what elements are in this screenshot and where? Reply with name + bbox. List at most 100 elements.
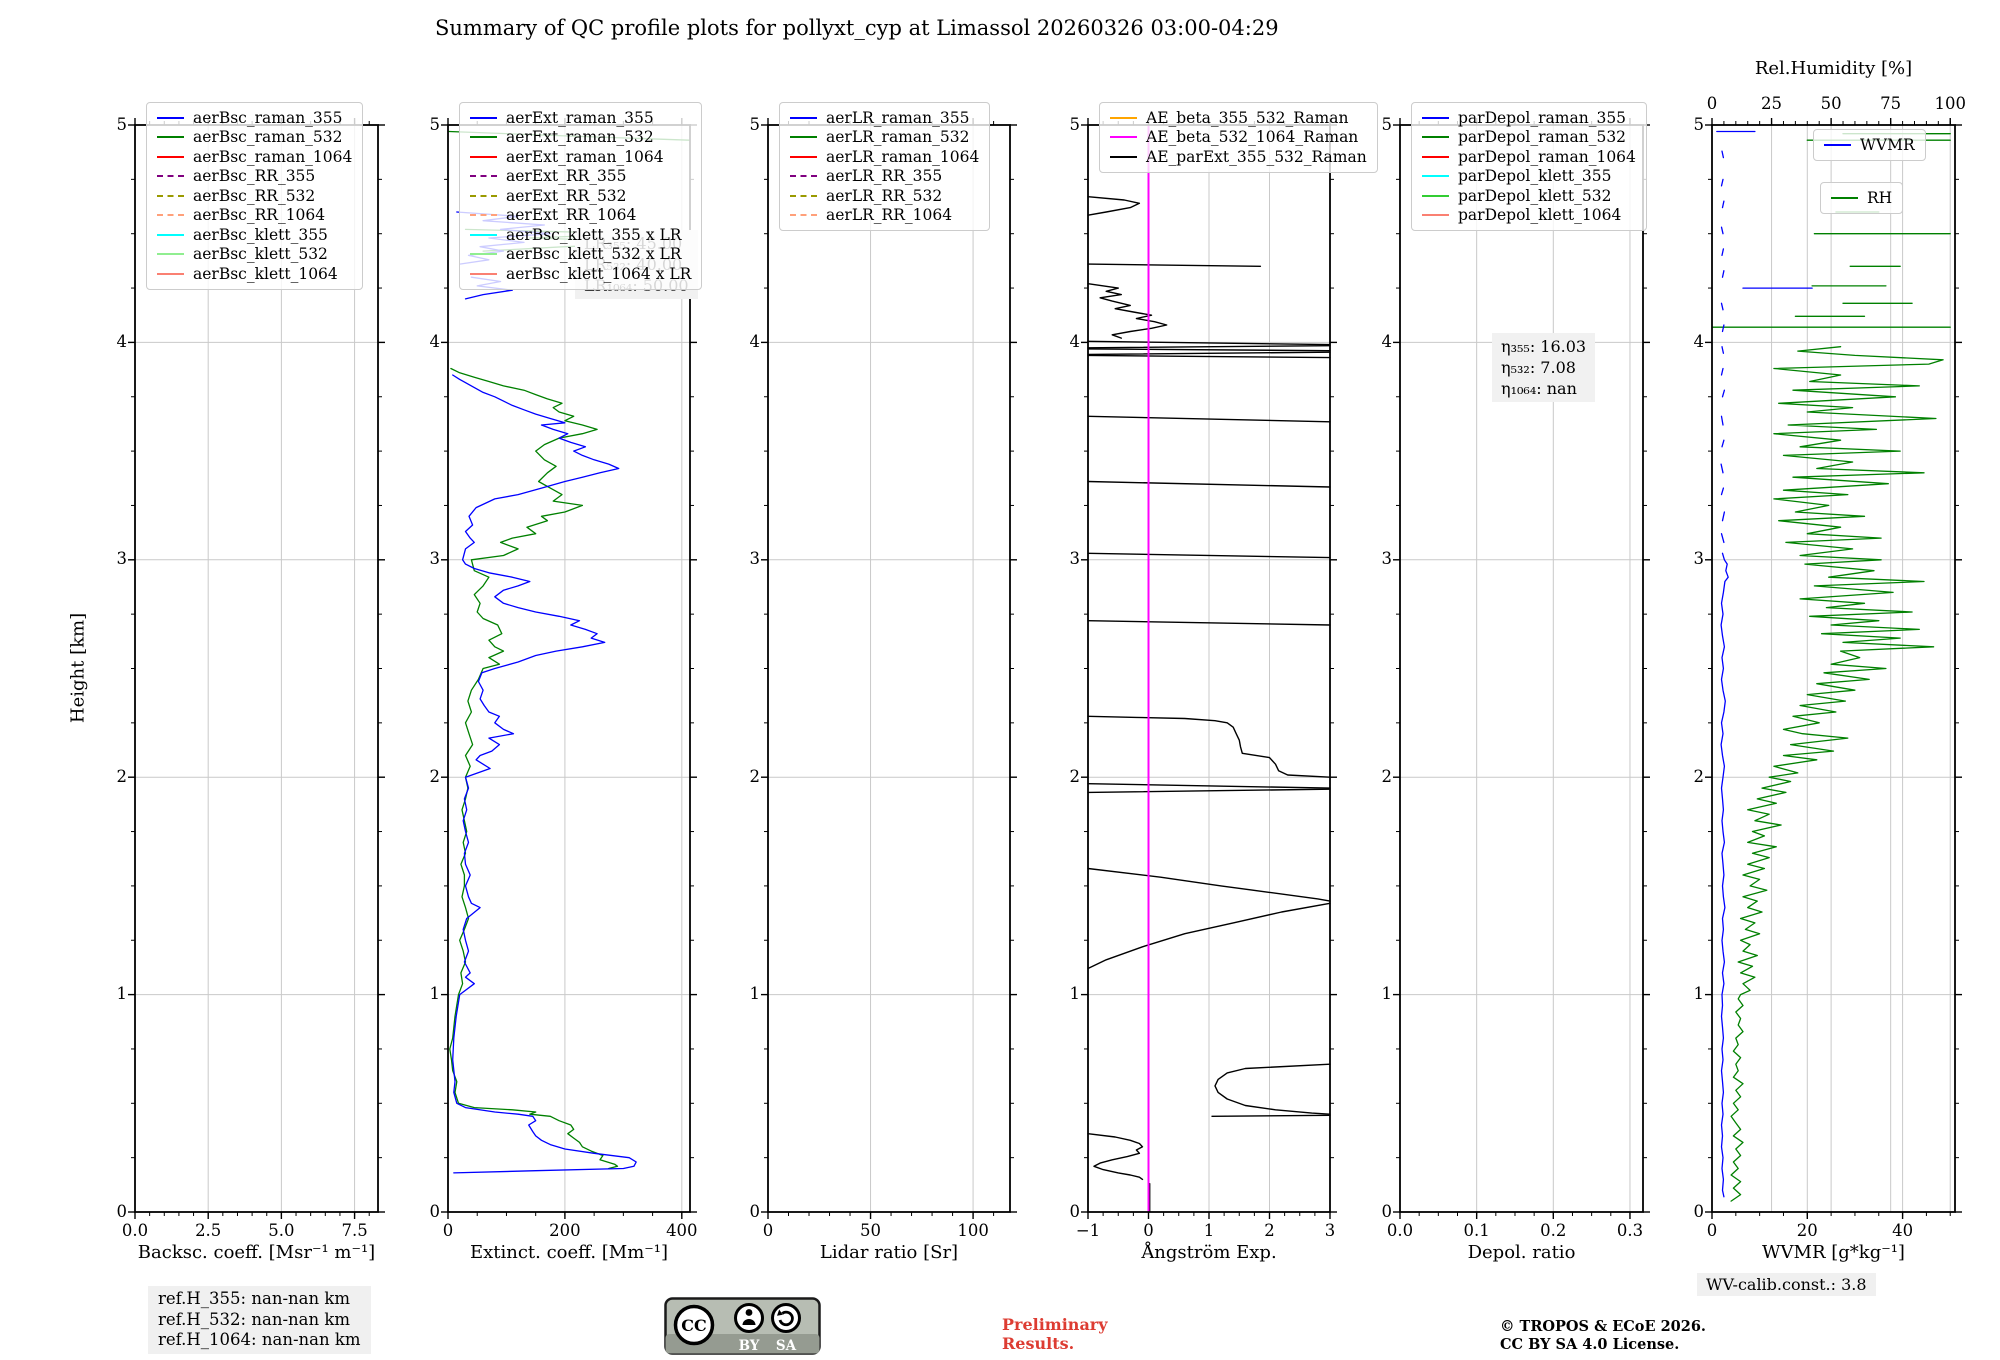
lidar_ratio-xtick-0: 0	[762, 1221, 774, 1240]
y-axis-title: Height [km]	[67, 612, 89, 724]
wvmr_rh-rhtick-0: 0	[1706, 94, 1718, 113]
angstrom-ytick-1: 1	[1069, 984, 1081, 1004]
legend-line-sample	[1110, 116, 1137, 119]
legend-line-sample	[157, 233, 184, 236]
legend-label: aerBsc_raman_355	[193, 108, 343, 127]
wvmr_rh-grid	[1712, 125, 1955, 1212]
lidar_ratio-ytick-3: 3	[749, 549, 761, 569]
angstrom-xtick-0: −1	[1075, 1221, 1101, 1240]
legend-label: WVMR	[1860, 135, 1915, 154]
legend-line-sample	[1422, 175, 1449, 178]
legend-label: aerExt_raman_1064	[506, 147, 664, 166]
legend-line-sample	[1110, 155, 1137, 158]
legend-line-sample	[790, 175, 817, 178]
extinction-ytick-4: 4	[429, 331, 441, 351]
series-aerExt_raman_355	[452, 211, 637, 1174]
legend-line-sample	[1422, 116, 1449, 119]
wvmr_rh-legend: WVMR	[1813, 129, 1926, 161]
angstrom-ytick-0: 0	[1069, 1201, 1081, 1221]
legend-label: parDepol_klett_355	[1458, 167, 1612, 186]
backscatter-ytick-1: 1	[116, 984, 128, 1004]
legend-label: parDepol_klett_532	[1458, 186, 1612, 205]
legend-entry-aerBsc_klett_1064: aerBsc_klett_1064	[157, 264, 352, 284]
extinction-xlabel: Extinct. coeff. [Mm⁻¹]	[469, 1242, 669, 1263]
legend-label: aerLR_raman_532	[826, 128, 970, 147]
cc-by-sa-badge: CC BY SA	[664, 1297, 821, 1359]
legend-label: aerBsc_klett_1064	[193, 264, 338, 283]
backscatter-ytick-2: 2	[116, 766, 128, 786]
backscatter-xtick-1: 2.5	[195, 1221, 222, 1240]
legend-line-sample	[470, 136, 497, 139]
angstrom-xtick-2: 1	[1203, 1221, 1215, 1240]
lidar_ratio-legend: aerLR_raman_355 aerLR_raman_532 aerLR_rama…	[779, 102, 991, 231]
legend-label: aerBsc_klett_1064 x LR	[506, 264, 692, 283]
legend-entry-aerBsc_klett_1064 x LR: aerBsc_klett_1064 x LR	[470, 264, 691, 284]
angstrom-xlabel: Ångström Exp.	[1141, 1242, 1277, 1263]
wvmr_rh-ytick-1: 1	[1693, 984, 1705, 1004]
legend-label: aerLR_RR_1064	[826, 206, 953, 225]
legend-label: parDepol_raman_1064	[1458, 147, 1636, 166]
legend-line-sample	[470, 194, 497, 197]
legend-line-sample	[157, 136, 184, 139]
sa-arrow-icon	[771, 1303, 801, 1333]
legend-entry-aerExt_raman_355: aerExt_raman_355	[470, 108, 691, 128]
legend-label: aerLR_RR_532	[826, 186, 943, 205]
reference-height-box: ref.H_355: nan-nan km ref.H_532: nan-nan…	[148, 1286, 371, 1354]
backscatter-xtick-0: 0.0	[121, 1221, 149, 1240]
legend-entry-aerLR_raman_1064: aerLR_raman_1064	[790, 147, 979, 167]
legend-entry-aerLR_RR_355: aerLR_RR_355	[790, 167, 979, 187]
extinction-xtick-1: 200	[549, 1221, 581, 1240]
legend-line-sample	[1422, 194, 1449, 197]
depol-ytick-4: 4	[1381, 331, 1393, 351]
wvmr_rh-ticks	[1705, 118, 1962, 1219]
legend-line-sample	[790, 214, 817, 217]
legend-label: aerLR_raman_1064	[826, 147, 980, 166]
lidar_ratio-ytick-2: 2	[749, 766, 761, 786]
legend-entry-aerBsc_klett_355 x LR: aerBsc_klett_355 x LR	[470, 225, 691, 245]
wvmr_rh-xlabel: WVMR [g*kg⁻¹]	[1762, 1242, 1905, 1263]
angstrom-ytick-4: 4	[1069, 331, 1081, 351]
legend-entry-parDepol_klett_355: parDepol_klett_355	[1422, 167, 1636, 187]
extinction-ytick-5: 5	[429, 114, 441, 134]
series-WVMR	[1716, 130, 1813, 1198]
legend-entry-AE_parExt_355_532_Raman: AE_parExt_355_532_Raman	[1110, 147, 1367, 167]
depol-annotation: η₃₅₅: 16.03 η₅₃₂: 7.08 η₁₀₆₄: nan	[1492, 333, 1596, 403]
lidar_ratio-ytick-4: 4	[749, 331, 761, 351]
legend-line-sample	[1422, 155, 1449, 158]
legend-line-sample	[1831, 196, 1858, 199]
backscatter-ytick-3: 3	[116, 549, 128, 569]
wvmr_rh-ytick-4: 4	[1693, 331, 1705, 351]
extinction-ytick-2: 2	[429, 766, 441, 786]
legend-entry-aerBsc_RR_355: aerBsc_RR_355	[157, 167, 352, 187]
figure-title: Summary of QC profile plots for pollyxt_…	[435, 16, 1279, 40]
angstrom-grid	[1088, 125, 1330, 1212]
legend-line-sample	[1824, 143, 1851, 146]
wv-calibration-constant: WV-calib.const.: 3.8	[1697, 1273, 1876, 1296]
lidar_ratio-xlabel: Lidar ratio [Sr]	[819, 1242, 959, 1263]
lidar_ratio-xtick-2: 100	[957, 1221, 989, 1240]
wvmr_rh-ytick-5: 5	[1693, 114, 1705, 134]
legend-entry-RH: RH	[1831, 188, 1892, 208]
legend-label: AE_beta_532_1064_Raman	[1146, 128, 1359, 147]
extinction-legend: aerExt_raman_355 aerExt_raman_532 aerExt_r…	[459, 102, 703, 290]
legend-line-sample	[157, 155, 184, 158]
cc-icon	[673, 1304, 715, 1346]
legend-entry-aerLR_raman_355: aerLR_raman_355	[790, 108, 979, 128]
cc-badge-graphic: CC BY SA	[664, 1297, 821, 1355]
copyright-note: © TROPOS & ECoE 2026. CC BY SA 4.0 Licen…	[1500, 1318, 1706, 1354]
legend-entry-aerLR_RR_1064: aerLR_RR_1064	[790, 206, 979, 226]
extinction-xtick-0: 0	[442, 1221, 454, 1240]
panel-lidar_ratio	[761, 118, 1017, 1219]
legend-entry-aerExt_RR_1064: aerExt_RR_1064	[470, 206, 691, 226]
legend-label: parDepol_raman_355	[1458, 108, 1627, 127]
legend-line-sample	[157, 175, 184, 178]
extinction-grid	[448, 125, 690, 1212]
wvmr_rh-rhtick-1: 25	[1761, 94, 1783, 113]
backscatter-ytick-5: 5	[116, 114, 128, 134]
wvmr_rh-rhtick-2: 50	[1820, 94, 1842, 113]
angstrom-xtick-4: 3	[1324, 1221, 1336, 1240]
copyright-line2: CC BY SA 4.0 License.	[1500, 1336, 1680, 1354]
depol-xtick-1: 0.1	[1463, 1221, 1490, 1240]
legend-line-sample	[470, 272, 497, 275]
depol-border	[1399, 124, 1644, 1213]
